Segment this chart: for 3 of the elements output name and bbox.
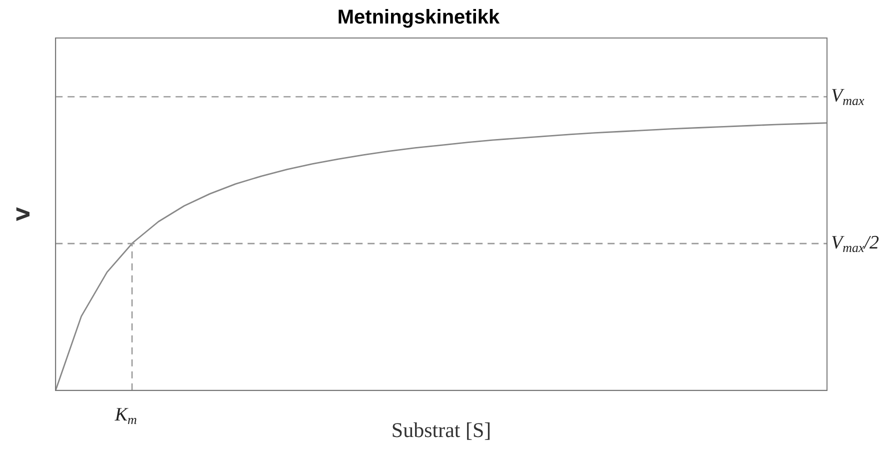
x-axis-title: Substrat [S] [391,418,492,442]
y-axis-title: V [13,207,34,222]
chart-title: Metningskinetikk [337,6,500,29]
